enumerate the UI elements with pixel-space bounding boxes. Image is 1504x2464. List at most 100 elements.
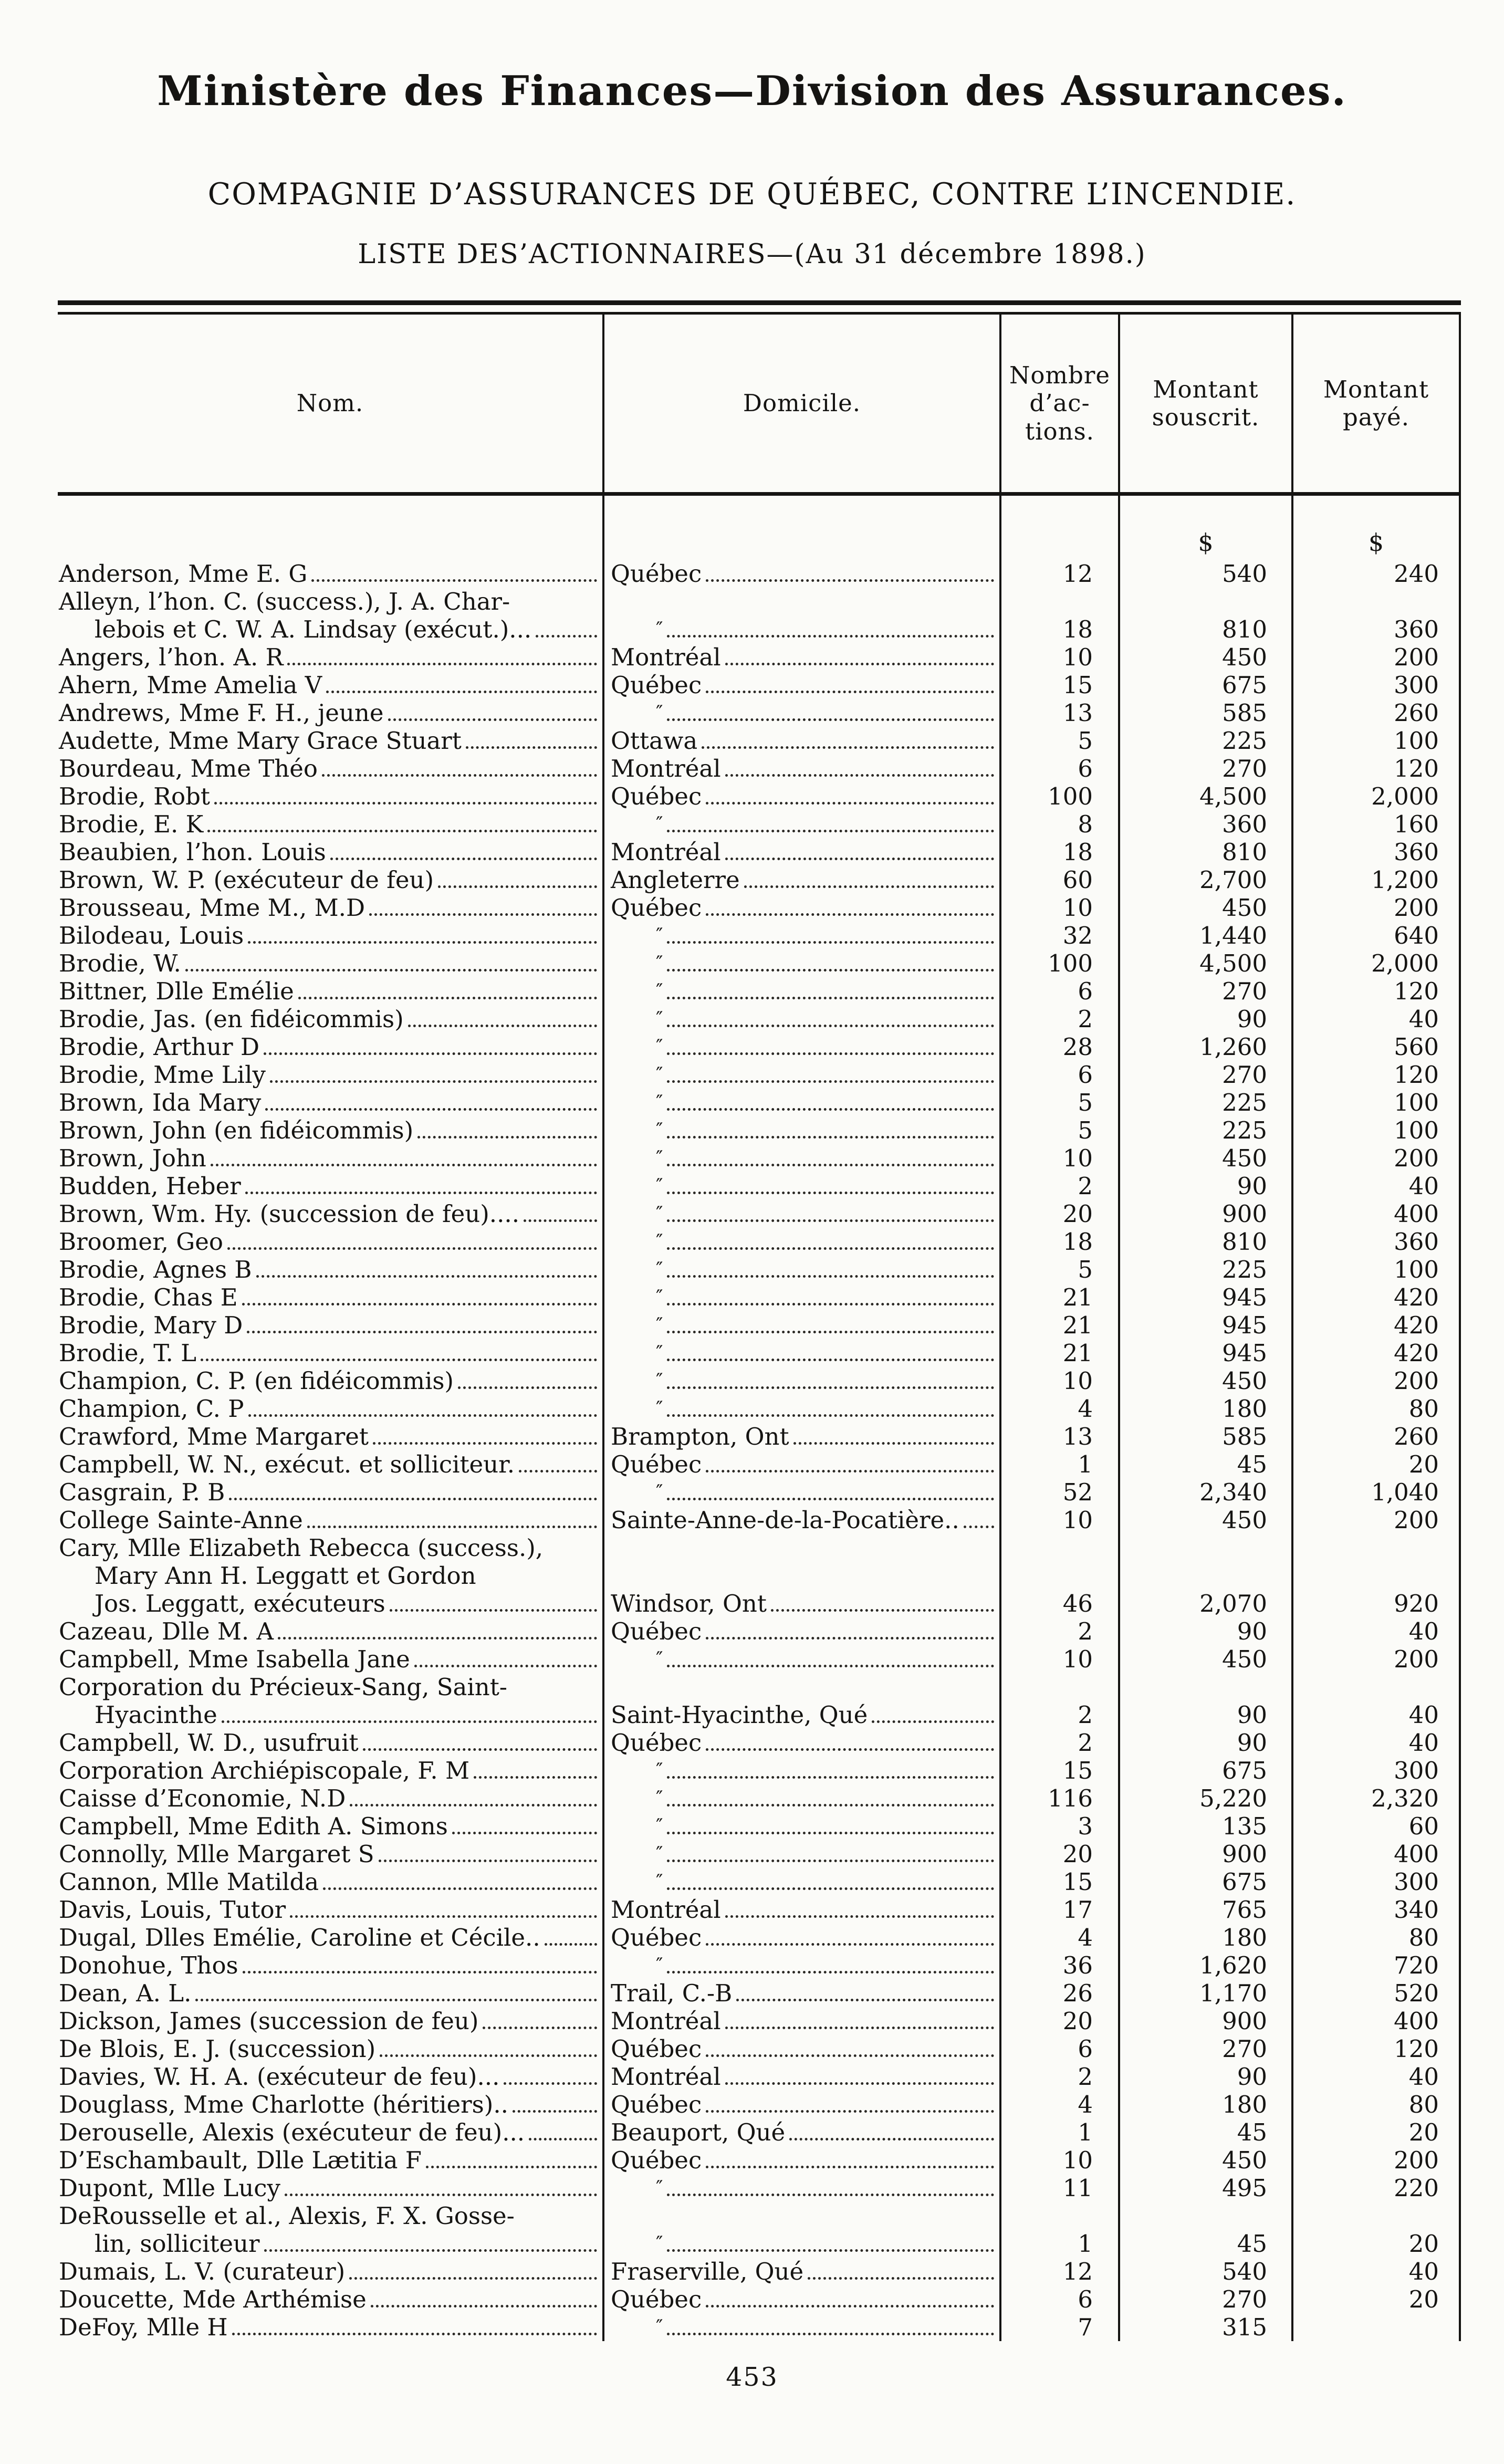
dotted-leader: [326, 691, 597, 693]
shareholder-name: Bittner, Dlle Emélie: [59, 977, 294, 1005]
shareholder-name: Brown, Wm. Hy. (succession de feu)....: [59, 1200, 520, 1228]
shares-cell: 18: [1001, 588, 1120, 643]
ditto-mark: ″: [656, 1342, 663, 1364]
domicile-cell: ″: [604, 2202, 1001, 2258]
shareholder-name-lastline: Champion, C. P: [59, 1395, 602, 1423]
domicile-cell: ″: [604, 1784, 1001, 1812]
shareholder-name: Angers, l’hon. A. R: [59, 643, 284, 671]
domicile-cell: ″: [604, 1339, 1001, 1367]
paid-cell: 220: [1293, 2174, 1461, 2202]
domicile-line: Montréal: [604, 2007, 999, 2035]
dotted-leader: [256, 1275, 597, 1278]
table-row: Brodie, Jas. (en fidéicommis) ″ 2 90 40: [58, 1005, 1461, 1033]
domicile-line: Montréal: [604, 2063, 999, 2091]
shares-cell: 10: [1001, 1645, 1120, 1673]
subscribed-cell: 45: [1120, 2118, 1293, 2146]
table-row: Campbell, Mme Edith A. Simons ″ 3 135 60: [58, 1812, 1461, 1840]
shareholder-name: Hyacinthe: [95, 1701, 217, 1729]
shares-cell: 21: [1001, 1283, 1120, 1311]
shareholder-name-lastline: Corporation Archiépiscopale, F. M: [59, 1757, 602, 1784]
shares-cell: 46: [1001, 1534, 1120, 1617]
shareholder-name: De Blois, E. J. (succession): [59, 2035, 376, 2063]
domicile-cell: Trail, C.-B: [604, 1979, 1001, 2007]
subscribed-cell: 45: [1120, 1450, 1293, 1478]
dotted-leader: [667, 1108, 994, 1111]
subscribed-cell: 540: [1120, 560, 1293, 588]
domicile-line: Montréal: [604, 643, 999, 671]
domicile-text: Sainte-Anne-de-la-Pocatière..: [611, 1506, 959, 1534]
shares-cell: 4: [1001, 1924, 1120, 1951]
dotted-leader: [667, 1414, 994, 1417]
shareholder-name-cell: Champion, C. P. (en fidéicommis): [58, 1367, 604, 1395]
domicile-text: Québec: [611, 671, 702, 699]
table-row: Cary, Mlle Elizabeth Rebecca (success.),…: [58, 1534, 1461, 1617]
domicile-text: Québec: [611, 560, 702, 588]
table-body: Anderson, Mme E. G Québec 12 540 240 Alleyn, …: [58, 560, 1461, 2341]
shareholder-name-lastline: Dean, A. L.: [59, 1979, 602, 2007]
shareholder-name: Brodie, E. K: [59, 810, 204, 838]
shareholder-name: Davies, W. H. A. (exécuteur de feu)...: [59, 2063, 500, 2091]
domicile-line: ″: [604, 2174, 999, 2202]
shareholder-name-line: Corporation du Précieux-Sang, Saint-: [59, 1673, 508, 1701]
subscribed-cell: 945: [1120, 1339, 1293, 1367]
shareholder-name: Campbell, W. D., usufruit: [59, 1729, 359, 1757]
shareholder-name: Donohue, Thos: [59, 1951, 238, 1979]
shares-cell: 2: [1001, 1617, 1120, 1645]
shareholder-name: Caisse d’Economie, N.D: [59, 1784, 346, 1812]
dotted-leader: [321, 774, 597, 777]
paid-cell: 400: [1293, 2007, 1461, 2035]
shareholder-name-lastline: Bittner, Dlle Emélie: [59, 977, 602, 1005]
domicile-line: Beauport, Qué: [604, 2118, 999, 2146]
shareholder-name-lastline: Campbell, W. N., exécut. et solliciteur.: [59, 1450, 602, 1478]
dotted-leader: [667, 1164, 994, 1166]
dotted-leader: [519, 1470, 597, 1473]
table-row: College Sainte-Anne Sainte-Anne-de-la-Poc…: [58, 1506, 1461, 1534]
shareholder-name-cell: Brodie, W.: [58, 949, 604, 977]
domicile-text: Québec: [611, 1729, 702, 1757]
dotted-leader: [706, 1470, 994, 1473]
domicile-text: Québec: [611, 2285, 702, 2313]
ditto-mark: ″: [656, 953, 663, 974]
shareholder-name-cell: Connolly, Mlle Margaret S: [58, 1840, 604, 1868]
shareholder-name-lastline: Crawford, Mme Margaret: [59, 1423, 602, 1450]
shareholder-name: Champion, C. P: [59, 1395, 244, 1423]
domicile-line: Sainte-Anne-de-la-Pocatière..: [604, 1506, 999, 1534]
dotted-leader: [725, 2027, 994, 2029]
shareholder-name: Brodie, Mary D: [59, 1311, 243, 1339]
subscribed-cell: 945: [1120, 1283, 1293, 1311]
shares-cell: 10: [1001, 1506, 1120, 1534]
shareholder-name: Cannon, Mlle Matilda: [59, 1868, 319, 1896]
domicile-cell: Montréal: [604, 2063, 1001, 2091]
dotted-leader: [330, 858, 597, 860]
shareholder-name-lastline: Champion, C. P. (en fidéicommis): [59, 1367, 602, 1395]
dotted-leader: [207, 830, 597, 832]
ditto-mark: ″: [656, 1203, 663, 1225]
shareholder-name-cell: College Sainte-Anne: [58, 1506, 604, 1534]
domicile-cell: ″: [604, 2174, 1001, 2202]
dotted-leader: [667, 1025, 994, 1027]
domicile-cell: Fraserville, Qué: [604, 2258, 1001, 2285]
domicile-cell: ″: [604, 1645, 1001, 1673]
domicile-cell: ″: [604, 1367, 1001, 1395]
subscribed-cell: 270: [1120, 977, 1293, 1005]
dotted-leader: [426, 2166, 597, 2168]
shareholder-name-cell: Dugal, Dlles Emélie, Caroline et Cécile.…: [58, 1924, 604, 1951]
shares-cell: 18: [1001, 1228, 1120, 1256]
shares-cell: 60: [1001, 866, 1120, 894]
subscribed-cell: 2,700: [1120, 866, 1293, 894]
table-row: Crawford, Mme Margaret Brampton, Ont 13 585…: [58, 1423, 1461, 1450]
dotted-leader: [667, 1052, 994, 1055]
shares-cell: 13: [1001, 1423, 1120, 1450]
shareholder-name-lastline: Ahern, Mme Amelia V: [59, 671, 602, 699]
domicile-text: Québec: [611, 2091, 702, 2118]
domicile-line: ″: [604, 1367, 999, 1395]
shareholder-name-lastline: Anderson, Mme E. G: [59, 560, 602, 588]
shareholder-name-cell: Campbell, W. N., exécut. et solliciteur.: [58, 1450, 604, 1478]
ditto-mark: ″: [656, 1398, 663, 1419]
domicile-line: ″: [604, 1256, 999, 1283]
table-row: Corporation du Précieux-Sang, Saint- Hyac…: [58, 1673, 1461, 1729]
subscribed-cell: 2,340: [1120, 1478, 1293, 1506]
dotted-leader: [438, 885, 597, 888]
domicile-line: Québec: [604, 2091, 999, 2118]
domicile-line: Fraserville, Qué: [604, 2258, 999, 2285]
